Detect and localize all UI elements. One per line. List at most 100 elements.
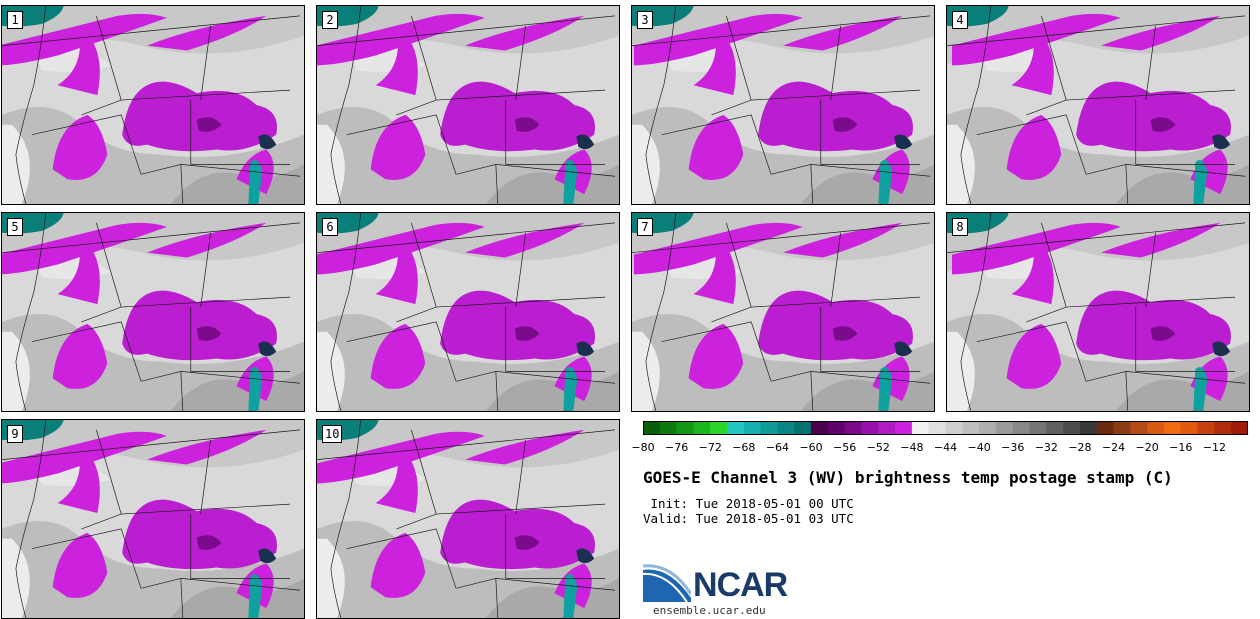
moisture-streak <box>375 443 418 514</box>
state-line <box>1145 232 1156 308</box>
state-line <box>751 296 921 308</box>
colorbar-bin <box>1063 421 1081 435</box>
colorbar-bin <box>1012 421 1031 435</box>
colorbar-bin <box>962 421 980 435</box>
colorbar-tick-label: −16 <box>1169 441 1193 454</box>
coastline <box>330 6 362 204</box>
state-line <box>515 439 526 515</box>
colorbar-bin <box>945 421 963 435</box>
state-line <box>31 114 142 175</box>
cold-cloud-patch <box>576 134 595 150</box>
product-title: GOES-E Channel 3 (WV) brightness temp po… <box>643 468 1173 487</box>
panel-number: 4 <box>952 11 968 29</box>
colorbar-bin <box>659 421 678 435</box>
moisture-blob <box>52 532 108 598</box>
cold-cloud-patch <box>878 159 893 204</box>
deep-moisture <box>514 326 540 341</box>
state-line <box>515 25 526 101</box>
state-line <box>661 321 772 382</box>
cold-cloud-patch <box>576 548 595 564</box>
moisture-streak <box>1011 234 1054 305</box>
colorbar-tick-label: −80 <box>631 441 655 454</box>
border-line <box>317 15 616 46</box>
state-line <box>495 164 616 177</box>
cold-cloud-patch <box>258 341 277 357</box>
gray-band <box>2 213 304 273</box>
coastline <box>960 213 992 411</box>
wv-map-1 <box>2 6 304 204</box>
colorbar-tick-label: −60 <box>799 441 823 454</box>
state-line <box>505 514 606 579</box>
state-line <box>661 114 772 175</box>
moisture-streak <box>1011 25 1054 96</box>
colorbar-bin <box>794 421 812 435</box>
panel-8: 8 <box>946 212 1250 412</box>
border-line <box>947 222 1246 253</box>
colorbar-tick-label: −52 <box>866 441 890 454</box>
deep-moisture <box>196 326 222 341</box>
cold-cloud-patch <box>248 573 263 618</box>
wv-map-9 <box>2 420 304 618</box>
colorbar-bin <box>827 421 846 435</box>
panel-number: 3 <box>637 11 653 29</box>
state-line <box>830 232 841 308</box>
colorbar-bin <box>928 421 946 435</box>
colorbar-tick-label: −48 <box>900 441 924 454</box>
light-band <box>947 124 975 204</box>
cold-cloud-patch <box>878 366 893 411</box>
colorbar-bin <box>1029 421 1047 435</box>
gray-band <box>800 371 934 411</box>
cold-cloud-patch <box>248 159 263 204</box>
state-line <box>711 15 752 116</box>
state-line <box>495 578 616 591</box>
colorbar-tick-label: −72 <box>698 441 722 454</box>
moisture-blob <box>440 499 595 570</box>
colorbar-bin <box>979 421 997 435</box>
cold-cloud-patch <box>1212 134 1231 150</box>
state-line <box>1125 164 1246 177</box>
colorbar-tick-label: −76 <box>665 441 689 454</box>
panel-number: 9 <box>7 425 23 443</box>
moisture-blob <box>52 323 108 389</box>
moisture-streak <box>147 15 267 51</box>
colorbar-bin <box>811 421 829 435</box>
wv-map-5 <box>2 213 304 411</box>
moisture-blob <box>122 499 278 570</box>
panel-number: 10 <box>322 425 343 443</box>
cold-cloud-patch <box>894 134 913 150</box>
gray-band <box>170 371 304 411</box>
panel-number: 5 <box>7 218 23 236</box>
colorbar-bin <box>1130 421 1148 435</box>
cold-cloud-patch <box>258 134 277 150</box>
panel-10: 10 <box>316 419 620 619</box>
state-line <box>751 89 921 101</box>
moisture-streak <box>57 25 100 96</box>
state-line <box>505 307 606 372</box>
border-line <box>947 15 1246 46</box>
moisture-blob <box>52 114 108 180</box>
moisture-streak <box>147 429 267 465</box>
valid-time: Valid: Tue 2018-05-01 03 UTC <box>643 511 854 526</box>
moisture-streak <box>147 222 267 258</box>
cold-cloud-patch <box>563 366 578 411</box>
coastline <box>645 213 677 411</box>
coastline <box>330 420 362 618</box>
colorbar-bin <box>1147 421 1165 435</box>
state-line <box>436 296 606 308</box>
gray-band <box>632 213 934 273</box>
light-band <box>632 331 660 411</box>
gray-band <box>485 371 619 411</box>
colorbar-tick-label: −56 <box>833 441 857 454</box>
moisture-blob <box>440 81 595 152</box>
deep-moisture <box>514 117 540 132</box>
wv-map-6 <box>317 213 619 411</box>
deep-moisture <box>832 326 858 341</box>
ncar-logo: NCAR ensemble.ucar.edu <box>643 564 793 617</box>
gray-band <box>1115 164 1249 204</box>
deep-moisture <box>196 117 222 132</box>
light-band <box>2 538 30 618</box>
cold-cloud-patch <box>1212 341 1231 357</box>
deep-moisture <box>514 535 540 550</box>
colorbar-bin <box>861 421 879 435</box>
colorbar-bin <box>911 421 930 435</box>
